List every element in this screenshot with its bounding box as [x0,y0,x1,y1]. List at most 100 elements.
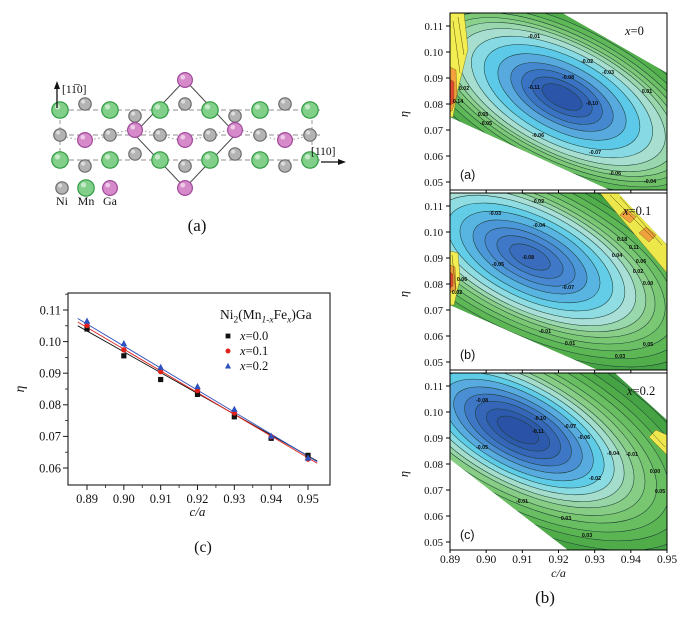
atom-Mn [301,151,319,169]
species-legend-label-Mn: Mn [78,194,95,208]
atom-Ga [177,72,194,89]
contour-level-label: 0.02 [633,269,643,275]
contour-subpanel-c: -0.08 -0.10 -0.11 -0.07-0.06 -0.05 -0.04 -0.01… [397,372,668,553]
x-tick-label: 0.90 [113,492,135,506]
atom-Mn [51,151,69,169]
contour-ring [496,415,540,445]
atom-Mn [251,101,269,119]
direction-up-label: [11̅0] [62,83,86,96]
contour-level-label: 0.11 [629,245,639,251]
scatter-plot-svg: 0.89 0.90 0.91 0.92 0.93 0.94 0.95 0.06 0.07 0.08… [12,292,331,519]
contour-level-label: -0.07 [564,424,576,430]
atom-Ni [278,97,292,111]
contour-level-label: 0.01 [565,341,575,347]
contour-level-label: -0.01 [539,329,551,335]
panel-c-scatter-plot: 0.89 0.90 0.91 0.92 0.93 0.94 0.95 0.06 0.07 0.08… [8,285,343,525]
atom-Ni [53,128,67,142]
legend-item-label: x=0.2 [239,359,268,373]
contour-level-label: -0.02 [589,476,601,482]
atom-Ni [103,128,117,142]
contour-level-label: -0.05 [492,262,504,268]
y-tick-label: 0.11 [40,303,61,317]
contour-y-axis-title: η [397,471,411,477]
contour-x-axis-title: c/a [551,566,566,580]
contour-edge-stripe [450,271,454,289]
contour-y-tick-label: 0.11 [425,381,444,393]
contour-level-label: -0.03 [489,211,501,217]
atom-Ga [177,131,194,148]
contour-level-label: -0.10 [534,416,546,422]
contour-level-label: 0.18 [617,237,627,243]
y-tick-label: 0.06 [39,461,61,475]
species-legend-label-Ga: Ga [103,194,118,208]
contour-y-axis-title: η [397,111,411,117]
series-x=0.1 [84,322,311,462]
contour-y-tick-label: 0.09 [424,253,443,265]
contour-level-label: -0.04 [607,451,619,457]
contour-level-label: -0.03 [602,70,614,76]
contour-x-tick-label: 0.91 [512,554,532,566]
atom-Ga [126,121,143,138]
atom-Ga [177,179,194,196]
legend-item-label: x=0.0 [239,329,268,343]
contour-level-label: 0.02 [452,290,462,296]
contour-y-tick-label: 0.07 [424,125,443,137]
contour-level-label: -0.01 [528,34,540,40]
contour-level-label: -0.01 [626,452,638,458]
y-tick-label: 0.09 [39,367,61,381]
caption-b: (b) [535,588,555,607]
contour-annotation: x=0.1 [622,204,651,218]
atom-Ni [78,159,92,173]
x-tick-label: 0.94 [260,492,283,506]
crystal-structure-svg: [11̅0] [110] Ni Mn Ga [51,72,346,208]
atom-Mn [251,151,269,169]
contour-level-label: -0.07 [562,285,574,291]
contour-x-tick-label: 0.92 [548,554,568,566]
contour-subpanel-b: -0.08-0.07-0.05-0.04-0.03-0.020.180.110.… [397,192,668,373]
contour-level-label: 0.14 [453,99,463,105]
contour-level-label: 0.02 [459,86,469,92]
atom-Ni [178,97,192,111]
contour-y-axis-title: η [397,291,411,297]
contour-subpanel-a: -0.11 -0.08 -0.10 -0.01 -0.02 -0.03 0.01 -0.05 -… [397,12,668,193]
contour-y-tick-label: 0.08 [424,279,443,291]
contour-level-label: -0.01 [516,499,528,505]
contour-annotation: x=0 [624,24,644,38]
contour-level-label: 0.04 [612,253,622,259]
contour-y-tick-label: 0.08 [424,459,443,471]
atom-Ni [278,159,292,173]
contour-y-tick-label: 0.11 [425,21,444,33]
atom-Ni [55,181,69,195]
contour-level-label: -0.04 [644,179,656,185]
atom-Ni [228,109,242,123]
contour-level-label: -0.06 [609,171,621,177]
contour-level-label: -0.06 [578,435,590,441]
contour-level-label: -0.05 [476,445,488,451]
contour-x-tick-label: 0.89 [440,554,460,566]
contour-letter: (b) [460,348,475,362]
legend: Ni2(Mn1-xFex)Ga x=0.0x=0.1x=0.2 [220,307,312,373]
contour-edge-stripe [619,208,637,224]
contour-level-label: 0.06 [457,277,467,283]
contour-level-label: -0.11 [532,429,544,435]
atom-Mn [101,101,119,119]
atom-Mn [301,101,319,119]
caption-c: (c) [194,539,212,556]
legend-item-label: x=0.1 [239,344,268,358]
atom-Ni [128,109,142,123]
x-axis-title: c/a [190,504,206,519]
contour-level-label: 0.00 [650,469,660,475]
contour-level-label: -0.08 [522,255,534,261]
atom-Ga [76,131,93,148]
contour-level-label: -0.05 [480,121,492,127]
direction-up-arrow [54,81,60,108]
atom-Ni [253,128,267,142]
contour-letter: (a) [460,168,475,182]
y-axis-title: η [12,385,27,392]
contour-y-tick-label: 0.05 [424,537,443,549]
contour-level-label: -0.08 [562,75,574,81]
caption-a: (a) [187,216,207,235]
x-tick-label: 0.89 [76,492,98,506]
contour-level-label: 0.03 [582,533,592,539]
